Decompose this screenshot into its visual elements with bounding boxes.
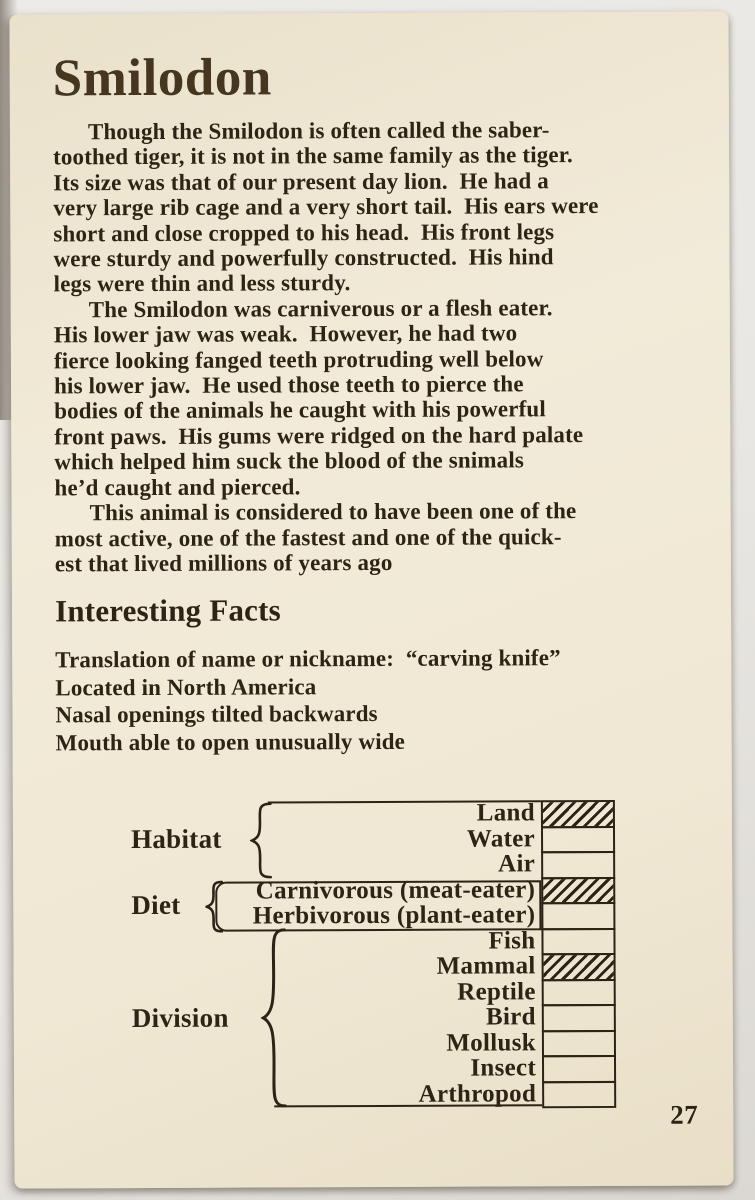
- checkbox-cell: [541, 1054, 617, 1083]
- checkbox-cell: [541, 952, 616, 981]
- checkbox-cell: [541, 978, 616, 1007]
- habitat-brace: [249, 802, 273, 879]
- checkbox-cell: [540, 799, 615, 828]
- paragraph: Though the Smilodon is often called the …: [53, 117, 599, 297]
- text-line: fierce looking fanged teeth protruding w…: [53, 345, 544, 374]
- text-line: were sturdy and powerfully constructed. …: [53, 244, 554, 272]
- smilodon-fact-card: Smilodon Though the Smilodon is often ca…: [9, 11, 734, 1189]
- text-line: he’d caught and pierced.: [54, 473, 301, 501]
- group-label-diet: Diet: [131, 889, 181, 921]
- fact-line: Nasal openings tilted backwards: [55, 701, 378, 728]
- classification-chart: Land Water Air Carnivorous (meat-eater) …: [13, 799, 733, 1122]
- diet-group-box: [215, 880, 542, 932]
- checkbox-column: [540, 799, 617, 1109]
- group-label-division: Division: [131, 1002, 229, 1034]
- checkbox-cell: [541, 850, 616, 879]
- row-label: Land: [476, 799, 535, 827]
- row-label: Air: [498, 850, 536, 878]
- fact-line: Translation of name or nickname: “carvin…: [55, 645, 561, 673]
- text-line: The Smilodon was carniverous or a flesh …: [88, 295, 553, 323]
- page-title: Smilodon: [52, 48, 272, 108]
- page-number: 27: [670, 1099, 699, 1130]
- text-line: short and close cropped to his head. His…: [53, 218, 555, 247]
- text-line: front paws. His gums were ridged on the …: [54, 421, 584, 450]
- description-text: Though the Smilodon is often called the …: [53, 117, 600, 577]
- diet-brace: [205, 880, 224, 933]
- checkbox-cell: [541, 901, 616, 930]
- text-line: Its size was that of our present day lio…: [53, 168, 549, 196]
- checkbox-cell: [540, 825, 616, 854]
- fact-line: Mouth able to open unusually wide: [55, 728, 406, 756]
- text-line: toothed tiger, it is not in the same fam…: [53, 142, 573, 170]
- text-line: This animal is considered to have been o…: [89, 498, 577, 526]
- division-brace: [260, 928, 287, 1108]
- checkbox-cell: [542, 1080, 617, 1109]
- text-line: est that lived millions of years ago: [54, 549, 393, 577]
- checkbox-cell: [541, 1029, 616, 1058]
- text-line: very large rib cage and a very short tai…: [53, 193, 599, 221]
- fact-line: Located in North America: [55, 673, 317, 700]
- paragraph: This animal is considered to have been o…: [55, 498, 601, 577]
- checkbox-cell: [541, 927, 616, 956]
- facts-heading: Interesting Facts: [54, 592, 281, 629]
- text-line: bodies of the animals he caught with his…: [54, 396, 546, 424]
- group-label-habitat: Habitat: [130, 823, 222, 855]
- checkbox-cell: [541, 1003, 616, 1032]
- checkbox-cell: [541, 876, 616, 905]
- facts-list: Translation of name or nickname: “carvin…: [55, 644, 561, 757]
- division-group-bottom-line: [274, 1104, 543, 1108]
- paragraph: The Smilodon was carniverous or a flesh …: [54, 295, 600, 501]
- row-label: Water: [466, 824, 536, 853]
- text-line: which helped him suck the blood of the s…: [54, 447, 524, 475]
- text-line: His lower jaw was weak. However, he had …: [53, 320, 518, 348]
- text-line: his lower jaw. He used those teeth to pi…: [54, 371, 524, 399]
- text-line: legs were thin and less sturdy.: [53, 270, 351, 297]
- text-line: Though the Smilodon is often called the …: [87, 117, 550, 145]
- text-line: most active, one of the fastest and one …: [54, 523, 562, 551]
